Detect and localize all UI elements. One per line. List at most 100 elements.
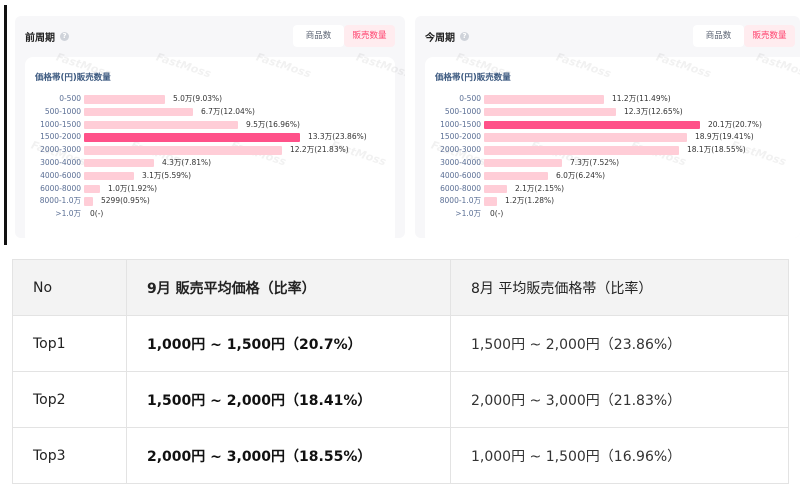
bar-value-label: 6.7万(12.04%) bbox=[201, 106, 255, 116]
toggle-product-count[interactable]: 商品数 bbox=[693, 25, 744, 47]
bar-row[interactable]: 1000-1500 9.5万(16.96%) bbox=[25, 119, 395, 132]
bar[interactable] bbox=[84, 120, 238, 130]
price-band-label: 8000-1.0万 bbox=[39, 196, 81, 206]
bar-value-label: 3.1万(5.59%) bbox=[142, 170, 192, 180]
bar-value-label: 1.0万(1.92%) bbox=[108, 183, 158, 193]
watermark: FastMoss bbox=[554, 50, 613, 81]
bar[interactable] bbox=[484, 184, 507, 194]
bar-row[interactable]: 4000-6000 6.0万(6.24%) bbox=[425, 170, 800, 183]
price-band-label: 1500-2000 bbox=[40, 132, 81, 142]
bar[interactable] bbox=[84, 197, 93, 206]
bar-chart: 0-500 11.2万(11.49%) 500-1000 12.3万(12.65%) 1… bbox=[425, 93, 800, 221]
panel-title: 今周期 ? bbox=[425, 29, 469, 44]
panel-title-text: 今周期 bbox=[425, 33, 455, 44]
chart-title: 価格帯(円)販売数量 bbox=[435, 73, 511, 83]
bar-value-label: 18.1万(18.55%) bbox=[687, 145, 746, 155]
chart-title: 価格帯(円)販売数量 bbox=[35, 73, 111, 83]
bar-value-label: 5299(0.95%) bbox=[101, 196, 150, 206]
price-band-label: 3000-4000 bbox=[40, 157, 81, 167]
left-border-rule bbox=[4, 5, 7, 245]
bar-row[interactable]: 500-1000 12.3万(12.65%) bbox=[425, 106, 800, 119]
watermark: FastMoss bbox=[654, 50, 713, 81]
bar-value-label: 13.3万(23.86%) bbox=[308, 132, 367, 142]
cell-august: 2,000円 ~ 3,000円（21.83%） bbox=[450, 371, 789, 428]
panel-current-period: 今周期 ? 商品数 販売数量 FastMoss FastMoss FastMos… bbox=[415, 16, 800, 238]
bar-value-label: 1.2万(1.28%) bbox=[505, 196, 555, 206]
bar-highlight[interactable] bbox=[84, 133, 300, 142]
bar-row[interactable]: 0-500 11.2万(11.49%) bbox=[425, 93, 800, 106]
bar[interactable] bbox=[84, 95, 165, 104]
bar-row[interactable]: 3000-4000 4.3万(7.81%) bbox=[25, 157, 395, 170]
bar-row[interactable]: 8000-1.0万 5299(0.95%) bbox=[25, 195, 395, 208]
cell-september: 2,000円 ~ 3,000円（18.55%） bbox=[126, 427, 451, 484]
table-row: Top3 2,000円 ~ 3,000円（18.55%） 1,000円 ~ 1,… bbox=[12, 427, 789, 484]
bar-value-label: 12.3万(12.65%) bbox=[624, 106, 683, 116]
bar-chart: 0-500 5.0万(9.03%) 500-1000 6.7万(12.04%) 1000… bbox=[25, 93, 395, 221]
bar-row[interactable]: 500-1000 6.7万(12.04%) bbox=[25, 106, 395, 119]
toggle-sales-volume[interactable]: 販売数量 bbox=[744, 25, 795, 47]
bar[interactable] bbox=[484, 95, 604, 104]
bar[interactable] bbox=[484, 171, 548, 181]
cell-august: 1,500円 ~ 2,000円（23.86%） bbox=[450, 315, 789, 372]
watermark: FastMoss bbox=[754, 50, 800, 81]
help-icon[interactable]: ? bbox=[460, 32, 469, 41]
watermark: FastMoss bbox=[254, 50, 313, 81]
bar-row[interactable]: 0-500 5.0万(9.03%) bbox=[25, 93, 395, 106]
price-band-label: 3000-4000 bbox=[440, 157, 481, 167]
bar-row[interactable]: 4000-6000 3.1万(5.59%) bbox=[25, 170, 395, 183]
table-row: Top2 1,500円 ~ 2,000円（18.41%） 2,000円 ~ 3,… bbox=[12, 371, 789, 428]
bar-value-label: 4.3万(7.81%) bbox=[162, 157, 212, 167]
price-band-label: 4000-6000 bbox=[440, 170, 481, 180]
price-band-label: 1000-1500 bbox=[40, 119, 81, 129]
bar-row[interactable]: 6000-8000 1.0万(1.92%) bbox=[25, 183, 395, 196]
cell-rank: Top1 bbox=[12, 315, 127, 372]
bar-row[interactable]: 1500-2000 13.3万(23.86%) bbox=[25, 131, 395, 144]
bar[interactable] bbox=[84, 158, 154, 168]
bar[interactable] bbox=[484, 197, 497, 206]
bar-value-label: 7.3万(7.52%) bbox=[570, 157, 620, 167]
bar-value-label: 0(-) bbox=[490, 209, 504, 219]
bar[interactable] bbox=[84, 146, 282, 155]
bar-highlight[interactable] bbox=[484, 120, 700, 130]
bar-row[interactable]: 2000-3000 18.1万(18.55%) bbox=[425, 144, 800, 157]
bar-row[interactable]: 2000-3000 12.2万(21.83%) bbox=[25, 144, 395, 157]
bar-row[interactable]: >1.0万 0(-) bbox=[425, 208, 800, 221]
chart-card: FastMoss FastMoss FastMoss FastMoss Fast… bbox=[25, 50, 405, 238]
table-row: Top1 1,000円 ~ 1,500円（20.7%） 1,500円 ~ 2,0… bbox=[12, 315, 789, 372]
bar-row[interactable]: 3000-4000 7.3万(7.52%) bbox=[425, 157, 800, 170]
help-icon[interactable]: ? bbox=[60, 32, 69, 41]
bar-value-label: 6.0万(6.24%) bbox=[556, 170, 606, 180]
cell-september: 1,500円 ~ 2,000円（18.41%） bbox=[126, 371, 451, 428]
metric-toggle: 商品数 販売数量 bbox=[693, 25, 795, 47]
toggle-product-count[interactable]: 商品数 bbox=[293, 25, 344, 47]
price-band-label: 0-500 bbox=[459, 94, 481, 103]
cell-rank: Top2 bbox=[12, 371, 127, 428]
price-band-label: 500-1000 bbox=[44, 106, 81, 116]
price-band-label: >1.0万 bbox=[455, 209, 481, 219]
bar[interactable] bbox=[84, 171, 134, 181]
bar-row[interactable]: >1.0万 0(-) bbox=[25, 208, 395, 221]
bar[interactable] bbox=[484, 158, 562, 168]
bar[interactable] bbox=[484, 107, 616, 117]
bar-row[interactable]: 6000-8000 2.1万(2.15%) bbox=[425, 183, 800, 196]
price-band-label: 1500-2000 bbox=[440, 132, 481, 142]
bar-value-label: 2.1万(2.15%) bbox=[515, 183, 565, 193]
bar-value-label: 5.0万(9.03%) bbox=[173, 94, 223, 103]
bar-row[interactable]: 1500-2000 18.9万(19.41%) bbox=[425, 131, 800, 144]
bar-row[interactable]: 8000-1.0万 1.2万(1.28%) bbox=[425, 195, 800, 208]
bar[interactable] bbox=[484, 146, 679, 155]
bar[interactable] bbox=[484, 133, 687, 142]
header-september: 9月 販売平均価格（比率） bbox=[126, 259, 451, 316]
toggle-sales-volume[interactable]: 販売数量 bbox=[344, 25, 395, 47]
bar-value-label: 11.2万(11.49%) bbox=[612, 94, 671, 103]
cell-august: 1,000円 ~ 1,500円（16.96%） bbox=[450, 427, 789, 484]
bar-value-label: 0(-) bbox=[90, 209, 104, 219]
price-band-label: 8000-1.0万 bbox=[439, 196, 481, 206]
cell-rank: Top3 bbox=[12, 427, 127, 484]
bar[interactable] bbox=[84, 184, 100, 194]
bar-value-label: 9.5万(16.96%) bbox=[246, 119, 300, 129]
bar[interactable] bbox=[84, 107, 193, 117]
bar-row[interactable]: 1000-1500 20.1万(20.7%) bbox=[425, 119, 800, 132]
price-band-label: 0-500 bbox=[59, 94, 81, 103]
price-band-comparison-table: No 9月 販売平均価格（比率） 8月 平均販売価格帯（比率） Top1 1,0… bbox=[12, 259, 789, 484]
